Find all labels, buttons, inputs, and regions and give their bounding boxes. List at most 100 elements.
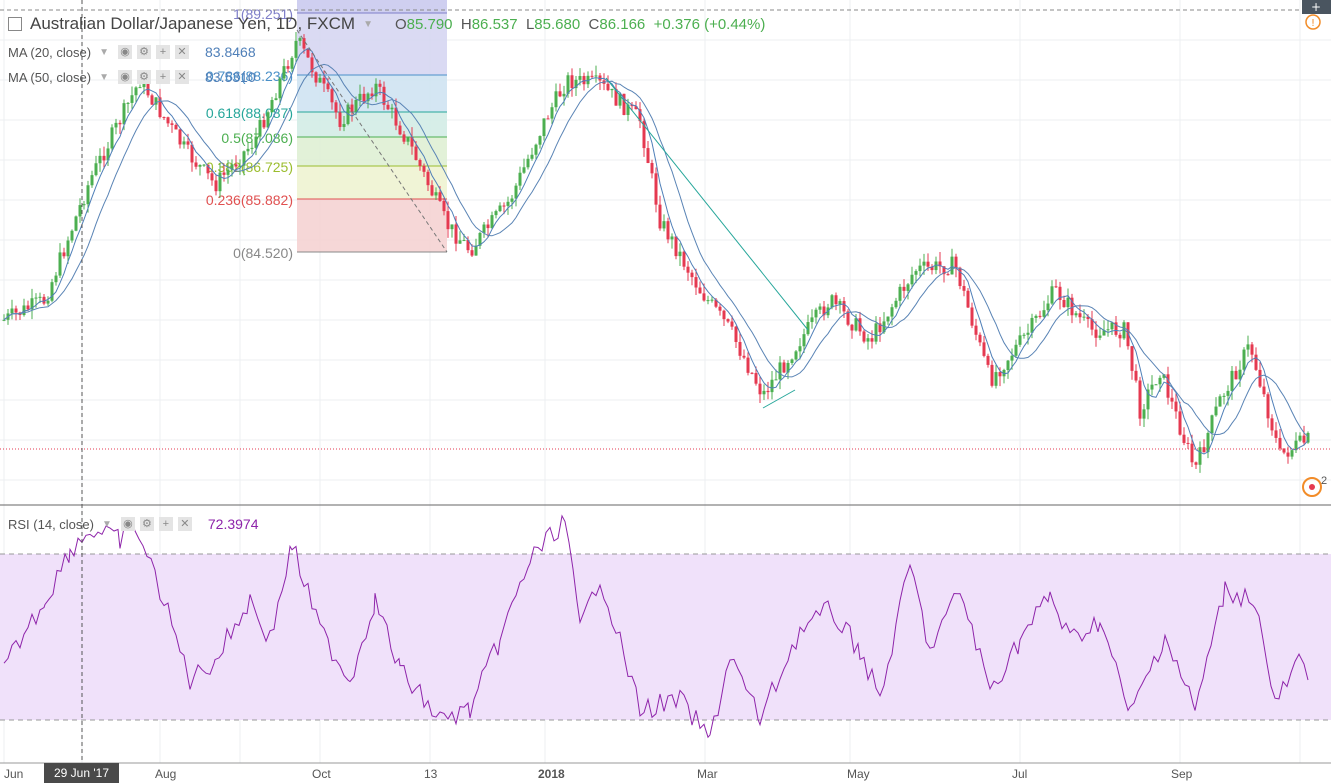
fib-diagonal[interactable] <box>296 29 448 253</box>
plus-icon[interactable]: + <box>158 517 173 531</box>
candle-body <box>1098 335 1102 338</box>
candle-body <box>130 95 134 103</box>
chevron-down-icon[interactable]: ▼ <box>101 518 112 530</box>
candle-body <box>662 221 666 229</box>
ma20-legend[interactable]: MA (20, close) ▼ ◉ ⚙ + ✕ 83.8468 <box>8 44 256 60</box>
candle-body <box>914 271 918 275</box>
candle-body <box>722 310 726 320</box>
candle-body <box>486 224 490 229</box>
candle-body <box>218 172 222 192</box>
candle-body <box>1230 370 1234 391</box>
candle-body <box>562 93 566 97</box>
plus-icon[interactable]: + <box>156 45 170 59</box>
candle-body <box>814 309 818 318</box>
candle-body <box>326 83 330 90</box>
eye-icon[interactable]: ◉ <box>118 45 132 59</box>
candle-body <box>414 146 418 161</box>
candle-body <box>850 324 854 331</box>
rsi-line <box>3 514 1309 739</box>
candle-body <box>878 323 882 333</box>
candle-body <box>290 57 294 69</box>
candle-body <box>30 298 34 310</box>
gear-icon[interactable]: ⚙ <box>139 517 154 531</box>
trend-line-1[interactable] <box>605 77 809 331</box>
candle-body <box>838 301 842 305</box>
candle-body <box>1174 401 1178 412</box>
candle-body <box>1170 397 1174 402</box>
gear-icon[interactable]: ⚙ <box>137 45 151 59</box>
ma20-value: 83.8468 <box>205 44 256 60</box>
symbol-legend: Australian Dollar/Japanese Yen, 1D, FXCM… <box>8 14 765 34</box>
fib-level-label: 0.236(85.882) <box>206 192 293 208</box>
candle-body <box>190 144 194 163</box>
candle-body <box>1102 330 1106 336</box>
close-icon[interactable]: ✕ <box>175 70 189 84</box>
candle-body <box>938 261 942 267</box>
candle-body <box>594 75 598 77</box>
candle-body <box>330 89 334 103</box>
candle-body <box>306 48 310 58</box>
rsi-legend[interactable]: RSI (14, close) ▼ ◉ ⚙ + ✕ 72.3974 <box>8 516 259 532</box>
rsi-label[interactable]: RSI (14, close) <box>8 516 94 532</box>
candle-body <box>682 251 686 267</box>
candle-body <box>382 86 386 105</box>
candle-body <box>970 307 974 326</box>
close-icon[interactable]: ✕ <box>177 517 192 531</box>
ma50-legend[interactable]: MA (50, close) ▼ ◉ ⚙ + ✕ 83.5310 <box>8 69 256 85</box>
x-axis-label: Sep <box>1171 767 1193 781</box>
candle-body <box>670 236 674 240</box>
candle-body <box>822 306 826 316</box>
eye-icon[interactable]: ◉ <box>118 70 132 84</box>
candle-body <box>398 125 402 135</box>
candle-body <box>1058 286 1062 300</box>
candle-body <box>994 372 998 386</box>
candle-body <box>946 274 950 276</box>
candle-body <box>918 265 922 272</box>
eye-icon[interactable]: ◉ <box>120 517 135 531</box>
candle-body <box>1002 369 1006 377</box>
candle-body <box>586 75 590 85</box>
rsi-value: 72.3974 <box>207 516 259 532</box>
ma20-label[interactable]: MA (20, close) <box>8 44 92 60</box>
fib-level-label: 0.618(88.087) <box>206 105 293 121</box>
candle-body <box>90 175 94 186</box>
candle-body <box>254 136 258 148</box>
trend-line-2[interactable] <box>762 389 796 409</box>
candle-body <box>138 87 142 89</box>
fibonacci-retracement[interactable]: 1(89.251)0.786(88.236)0.618(88.087)0.5(8… <box>206 0 447 261</box>
chevron-down-icon[interactable]: ▼ <box>363 18 373 30</box>
candle-body <box>566 75 570 94</box>
candle-body <box>174 124 178 130</box>
gear-icon[interactable]: ⚙ <box>137 70 151 84</box>
chevron-down-icon[interactable]: ▼ <box>99 71 109 83</box>
candle-body <box>434 192 438 196</box>
candle-body <box>502 205 506 207</box>
candle-body <box>126 102 130 104</box>
candle-body <box>526 158 530 168</box>
alert-icon[interactable] <box>1305 14 1321 30</box>
candle-body <box>862 331 866 342</box>
maximize-icon[interactable] <box>1302 0 1331 14</box>
plus-icon[interactable]: + <box>156 70 170 84</box>
candle-body <box>178 129 182 145</box>
candle-body <box>558 91 562 97</box>
candle-body <box>2 319 6 321</box>
candle-body <box>1282 448 1286 453</box>
ma50-label[interactable]: MA (50, close) <box>8 69 92 85</box>
hide-checkbox[interactable] <box>8 17 22 31</box>
symbol-title[interactable]: Australian Dollar/Japanese Yen, 1D, FXCM <box>30 14 356 33</box>
candle-body <box>186 141 190 145</box>
x-axis-label: 13 <box>424 767 438 781</box>
events-icon[interactable] <box>1302 477 1322 497</box>
candle-body <box>974 325 978 335</box>
candle-body <box>858 318 862 332</box>
close-icon[interactable]: ✕ <box>175 45 189 59</box>
chevron-down-icon[interactable]: ▼ <box>99 46 109 58</box>
candle-body <box>778 362 782 380</box>
candle-body <box>1294 440 1298 451</box>
candle-body <box>590 75 594 77</box>
candle-body <box>1242 349 1246 370</box>
ohlc-values: O85.790 H86.537 L85.680 C86.166 +0.376 (… <box>394 15 766 33</box>
candle-body <box>206 164 210 174</box>
